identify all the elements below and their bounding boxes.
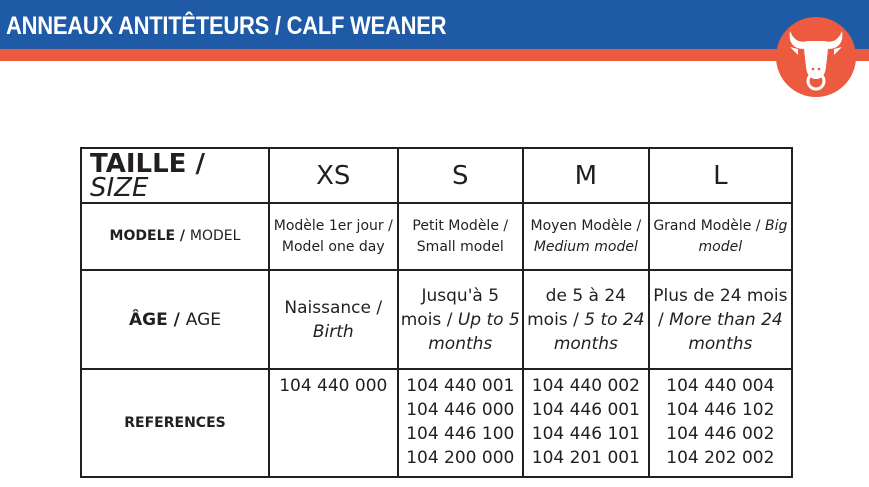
age-label: ÂGE / AGE [80, 269, 270, 370]
age-row: ÂGE / AGE Naissance / Birth Jusqu'à 5 moi… [80, 269, 794, 370]
size-row: TAILLE / SIZE XS S M L [80, 147, 794, 204]
reference-cell: 104 440 002 104 446 001 104 446 101 104 201… [521, 368, 650, 478]
bull-head-icon [776, 17, 856, 97]
size-s: S [396, 147, 524, 204]
size-l: L [647, 147, 794, 204]
references-row: REFERENCES 104 440 000 104 440 001 104 44… [80, 368, 794, 478]
age-cell: Plus de 24 mois / More than 24 months [647, 269, 794, 370]
header-stripe [0, 49, 869, 61]
size-xs: XS [268, 147, 399, 204]
model-label: MODELE / MODEL [80, 202, 270, 271]
model-cell: Petit Modèle / Small model [396, 202, 524, 271]
age-cell: de 5 à 24 mois / 5 to 24 months [521, 269, 650, 370]
reference-cell: 104 440 000 [268, 368, 399, 478]
model-cell: Modèle 1er jour / Model one day [268, 202, 399, 271]
reference-cell: 104 440 004 104 446 102 104 446 002 104 202… [647, 368, 794, 478]
age-cell: Naissance / Birth [268, 269, 399, 370]
header-band [0, 0, 869, 49]
reference-cell: 104 440 001 104 446 000 104 446 100 104 200… [396, 368, 524, 478]
references-label: REFERENCES [80, 368, 270, 478]
size-m: M [521, 147, 650, 204]
size-table: TAILLE / SIZE XS S M L MODELE / MODEL Mo… [80, 147, 794, 478]
page-title: ANNEAUX ANTITÊTEURS / CALF WEANER [6, 12, 447, 40]
age-cell: Jusqu'à 5 mois / Up to 5 months [396, 269, 524, 370]
model-cell: Moyen Modèle / Medium model [521, 202, 650, 271]
model-row: MODELE / MODEL Modèle 1er jour / Model o… [80, 202, 794, 271]
model-cell: Grand Modèle / Big model [647, 202, 794, 271]
size-label: TAILLE / SIZE [80, 147, 270, 204]
